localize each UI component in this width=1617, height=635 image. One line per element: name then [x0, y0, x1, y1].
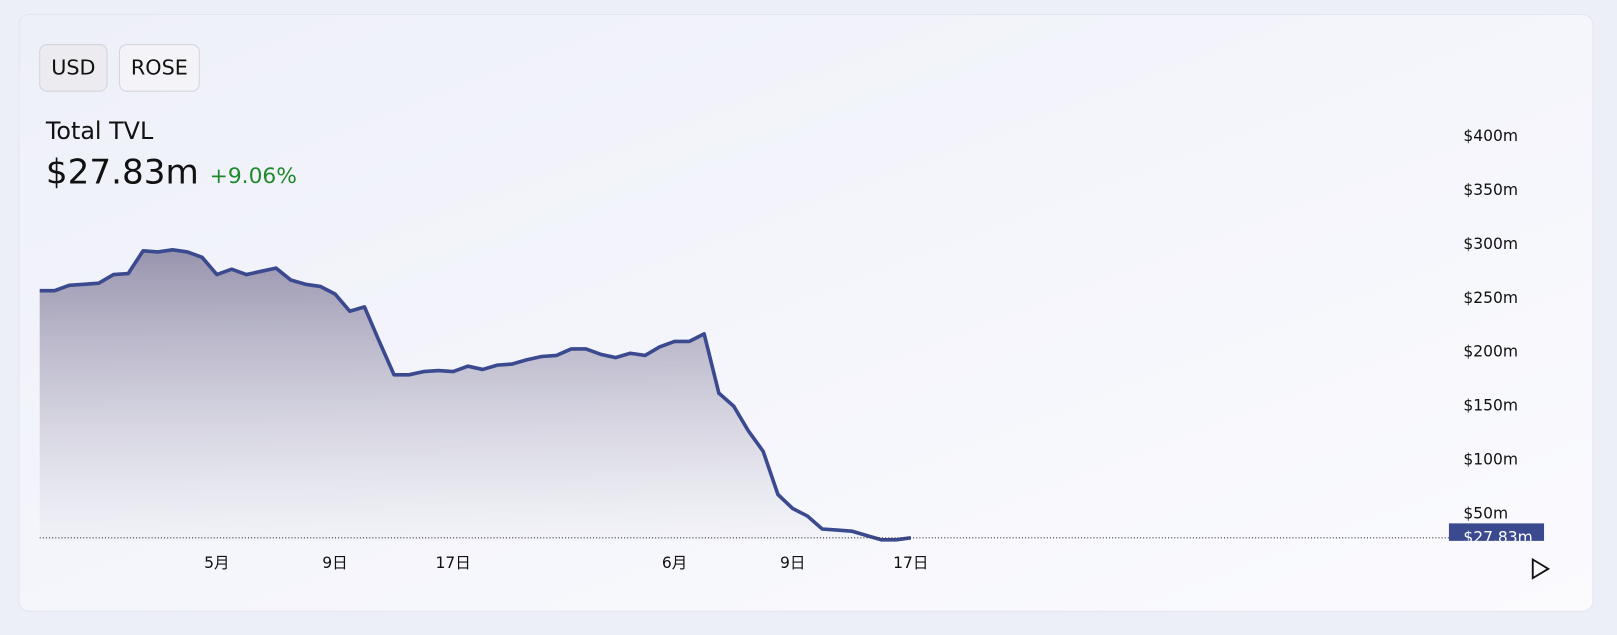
line — [39, 247, 912, 542]
y-tick-label: $50m — [1463, 504, 1508, 522]
y-tick-label: $250m — [1463, 289, 1518, 307]
x-tick-label: 9日 — [780, 554, 805, 572]
area-fill — [39, 249, 911, 541]
y-tick-label: $400m — [1463, 127, 1518, 145]
rose-button-label[interactable]: ROSE — [131, 55, 188, 79]
x-tick-label: 6月 — [662, 554, 687, 572]
x-tick-label: 17日 — [893, 554, 928, 572]
last-value-marker: $27.83m — [1448, 523, 1545, 546]
x-tick-label: 17日 — [435, 554, 470, 572]
metric-change: +9.06% — [210, 164, 297, 189]
y-tick-label: $100m — [1463, 451, 1518, 469]
y-tick-label: $200m — [1463, 343, 1518, 361]
metric-title: Total TVL — [45, 117, 154, 145]
last-value-label: $27.83m — [1463, 528, 1532, 546]
y-tick-label: $350m — [1463, 181, 1518, 199]
y-tick-label: $150m — [1463, 397, 1518, 415]
last-value-box — [1448, 523, 1545, 541]
usd-button-label[interactable]: USD — [51, 55, 95, 79]
metric-value: $27.83m — [46, 153, 199, 193]
x-tick-label: 9日 — [322, 554, 347, 572]
y-tick-label: $300m — [1463, 235, 1518, 253]
x-tick-label: 5月 — [204, 554, 229, 572]
rose-button[interactable] — [118, 44, 200, 92]
usd-button[interactable] — [39, 44, 108, 92]
scroll-button[interactable] — [1531, 557, 1551, 580]
